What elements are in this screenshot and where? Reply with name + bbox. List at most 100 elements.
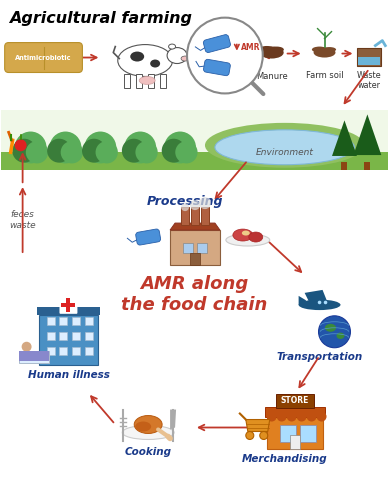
FancyBboxPatch shape (61, 303, 75, 307)
Circle shape (135, 141, 158, 164)
Polygon shape (359, 138, 376, 142)
Text: STORE: STORE (280, 396, 309, 405)
Text: Merchandising: Merchandising (242, 454, 328, 464)
FancyBboxPatch shape (136, 229, 161, 245)
FancyBboxPatch shape (124, 74, 130, 88)
Circle shape (82, 138, 106, 162)
Text: Manure: Manure (256, 72, 287, 82)
Circle shape (319, 316, 350, 348)
Ellipse shape (258, 46, 275, 53)
Circle shape (47, 138, 71, 162)
Circle shape (49, 132, 81, 164)
FancyBboxPatch shape (183, 243, 193, 253)
FancyBboxPatch shape (72, 346, 81, 354)
Circle shape (22, 342, 32, 351)
Circle shape (187, 18, 263, 94)
Text: Human illness: Human illness (28, 370, 109, 380)
FancyBboxPatch shape (358, 56, 380, 64)
Ellipse shape (226, 234, 270, 246)
Text: AMR: AMR (241, 43, 260, 52)
Circle shape (190, 200, 200, 210)
Ellipse shape (134, 416, 162, 434)
FancyBboxPatch shape (191, 207, 199, 225)
FancyBboxPatch shape (5, 42, 82, 72)
FancyBboxPatch shape (136, 152, 144, 160)
FancyBboxPatch shape (1, 152, 388, 170)
FancyBboxPatch shape (67, 298, 70, 312)
FancyBboxPatch shape (267, 414, 322, 450)
Ellipse shape (336, 332, 345, 339)
Ellipse shape (150, 60, 160, 68)
Ellipse shape (135, 422, 151, 432)
Circle shape (324, 300, 327, 304)
FancyBboxPatch shape (39, 315, 98, 364)
Polygon shape (170, 410, 176, 430)
FancyBboxPatch shape (203, 60, 230, 76)
FancyBboxPatch shape (148, 74, 154, 88)
Ellipse shape (325, 324, 336, 332)
FancyBboxPatch shape (1, 110, 388, 170)
Polygon shape (356, 126, 378, 149)
FancyBboxPatch shape (342, 162, 347, 170)
FancyBboxPatch shape (47, 346, 54, 354)
Text: Agricultural farming: Agricultural farming (9, 10, 192, 26)
FancyBboxPatch shape (47, 332, 54, 340)
Circle shape (267, 412, 277, 422)
FancyBboxPatch shape (265, 406, 324, 416)
FancyBboxPatch shape (72, 317, 81, 325)
Polygon shape (299, 296, 306, 305)
Circle shape (277, 412, 287, 422)
Circle shape (317, 412, 326, 422)
Polygon shape (335, 302, 340, 308)
Circle shape (12, 138, 36, 162)
Ellipse shape (167, 48, 187, 64)
FancyBboxPatch shape (86, 346, 93, 354)
Circle shape (124, 132, 156, 164)
Ellipse shape (118, 44, 173, 76)
Circle shape (26, 141, 48, 164)
Circle shape (162, 138, 186, 162)
FancyBboxPatch shape (290, 436, 300, 450)
FancyBboxPatch shape (201, 207, 209, 225)
Text: Farm soil: Farm soil (306, 70, 343, 80)
Ellipse shape (249, 232, 263, 242)
FancyBboxPatch shape (364, 162, 370, 170)
Circle shape (15, 132, 47, 164)
Polygon shape (246, 420, 270, 432)
Text: Transportation: Transportation (277, 352, 363, 362)
Ellipse shape (215, 130, 354, 164)
Text: feces
waste: feces waste (9, 210, 36, 230)
Text: Cooking: Cooking (124, 448, 172, 458)
Circle shape (287, 412, 297, 422)
Circle shape (297, 412, 307, 422)
Ellipse shape (312, 46, 327, 52)
FancyBboxPatch shape (26, 152, 35, 160)
Polygon shape (335, 131, 354, 150)
FancyBboxPatch shape (181, 207, 189, 225)
Circle shape (15, 140, 26, 151)
Circle shape (175, 141, 198, 164)
FancyBboxPatch shape (197, 243, 207, 253)
Text: AMR along
the food chain: AMR along the food chain (121, 276, 267, 314)
FancyBboxPatch shape (96, 152, 104, 160)
Ellipse shape (314, 48, 335, 58)
FancyBboxPatch shape (60, 296, 77, 314)
Polygon shape (332, 120, 357, 156)
FancyBboxPatch shape (60, 346, 67, 354)
Circle shape (84, 132, 116, 164)
Polygon shape (170, 223, 220, 230)
FancyBboxPatch shape (61, 152, 70, 160)
Circle shape (181, 203, 189, 211)
Ellipse shape (205, 123, 364, 168)
Circle shape (307, 412, 317, 422)
FancyBboxPatch shape (47, 317, 54, 325)
Text: Waste
water: Waste water (357, 70, 382, 90)
Circle shape (246, 432, 254, 440)
Ellipse shape (139, 76, 155, 84)
Circle shape (199, 197, 211, 209)
FancyBboxPatch shape (276, 394, 314, 407)
FancyBboxPatch shape (280, 424, 296, 442)
Circle shape (318, 300, 321, 304)
FancyBboxPatch shape (72, 332, 81, 340)
Ellipse shape (181, 56, 189, 61)
